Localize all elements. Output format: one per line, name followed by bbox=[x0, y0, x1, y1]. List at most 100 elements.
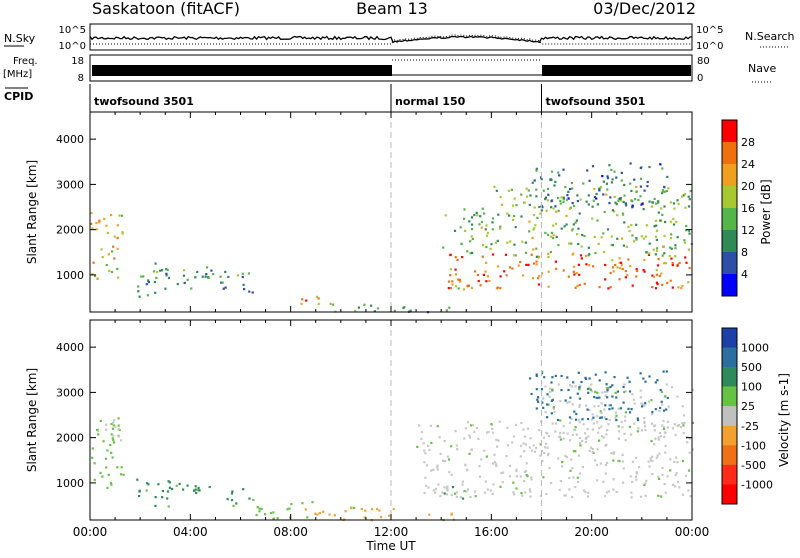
data-cell bbox=[632, 398, 635, 401]
data-cell bbox=[605, 193, 608, 196]
data-cell bbox=[643, 425, 647, 428]
data-cell bbox=[624, 202, 627, 205]
data-cell bbox=[657, 211, 660, 214]
data-cell bbox=[344, 510, 347, 513]
data-cell bbox=[663, 234, 666, 237]
data-cell bbox=[567, 388, 570, 392]
data-cell bbox=[606, 175, 609, 178]
power-ylabel: Slant Range [km] bbox=[25, 160, 39, 264]
data-cell bbox=[587, 491, 590, 494]
data-cell bbox=[535, 169, 538, 172]
data-cell bbox=[198, 489, 201, 492]
data-cell bbox=[116, 247, 119, 250]
data-cell bbox=[675, 456, 678, 459]
data-cell bbox=[560, 389, 563, 392]
data-cell bbox=[562, 200, 565, 203]
data-cell bbox=[666, 475, 669, 478]
data-cell bbox=[511, 267, 514, 270]
data-cell bbox=[615, 490, 618, 494]
data-cell bbox=[168, 481, 171, 484]
data-cell bbox=[595, 192, 598, 196]
data-cell bbox=[687, 281, 690, 284]
data-cell bbox=[571, 495, 574, 499]
colorbar-tick-label: 1000 bbox=[741, 342, 769, 355]
data-cell bbox=[478, 475, 482, 478]
x-tick-label: 08:00 bbox=[273, 525, 308, 539]
data-cell bbox=[627, 407, 630, 410]
data-cell bbox=[604, 278, 607, 281]
data-cell bbox=[117, 424, 120, 427]
data-cell bbox=[118, 214, 121, 217]
colorbar-swatch bbox=[722, 425, 737, 446]
data-cell bbox=[637, 427, 640, 430]
data-cell bbox=[624, 390, 627, 393]
data-cell bbox=[610, 452, 613, 455]
data-cell bbox=[445, 309, 448, 312]
data-cell bbox=[546, 393, 549, 396]
data-cell bbox=[688, 437, 691, 440]
data-cell bbox=[681, 195, 684, 198]
data-cell bbox=[609, 196, 612, 199]
y-tick-label: 3000 bbox=[56, 386, 84, 399]
data-cell bbox=[120, 473, 123, 476]
data-cell bbox=[566, 194, 569, 197]
data-cell bbox=[574, 426, 577, 429]
data-cell bbox=[663, 186, 666, 189]
data-cell bbox=[668, 254, 671, 258]
data-cell bbox=[613, 195, 616, 198]
data-cell bbox=[628, 411, 632, 414]
data-cell bbox=[521, 240, 524, 243]
data-cell bbox=[201, 275, 204, 278]
data-cell bbox=[669, 237, 673, 240]
data-cell bbox=[596, 203, 599, 206]
data-cell bbox=[495, 465, 498, 468]
nsky-panel: N.Sky 10^5 10^0 10^5 10^0 N.Search bbox=[4, 23, 795, 52]
data-cell bbox=[547, 435, 550, 438]
data-cell bbox=[648, 465, 651, 468]
data-cell bbox=[606, 228, 610, 231]
data-cell bbox=[91, 447, 94, 450]
data-cell bbox=[491, 427, 494, 430]
data-cell bbox=[570, 181, 573, 185]
x-tick-label: 12:00 bbox=[374, 525, 409, 539]
data-cell bbox=[473, 214, 476, 217]
data-cell bbox=[222, 287, 225, 290]
cpid-segment-label: normal 150 bbox=[395, 95, 466, 108]
data-cell bbox=[529, 490, 532, 493]
data-cell bbox=[636, 417, 639, 420]
data-cell bbox=[190, 287, 193, 290]
data-cell bbox=[577, 418, 580, 421]
data-cell bbox=[659, 435, 662, 438]
data-cell bbox=[606, 177, 610, 180]
data-cell bbox=[582, 423, 585, 426]
data-cell bbox=[562, 424, 565, 428]
data-cell bbox=[105, 423, 108, 426]
data-cell bbox=[640, 235, 643, 238]
data-cell bbox=[486, 231, 489, 234]
data-cell bbox=[675, 472, 678, 475]
data-cell bbox=[530, 253, 533, 256]
data-cell bbox=[602, 232, 605, 235]
data-cell bbox=[444, 460, 447, 463]
data-cell bbox=[674, 244, 677, 247]
data-cell bbox=[571, 187, 574, 190]
data-cell bbox=[651, 473, 654, 476]
data-cell bbox=[525, 462, 528, 465]
data-cell bbox=[614, 263, 617, 267]
data-cell bbox=[592, 422, 595, 425]
data-cell bbox=[513, 493, 516, 496]
data-cell bbox=[544, 196, 547, 199]
colorbar-swatch bbox=[722, 186, 737, 208]
data-cell bbox=[630, 408, 633, 411]
data-cell bbox=[563, 494, 566, 497]
data-cell bbox=[608, 408, 611, 411]
data-cell bbox=[655, 249, 658, 253]
data-cell bbox=[252, 498, 255, 501]
data-cell bbox=[478, 223, 481, 226]
data-cell bbox=[678, 261, 681, 264]
data-cell bbox=[604, 263, 607, 267]
data-cell bbox=[98, 219, 101, 222]
data-cell bbox=[113, 419, 116, 422]
data-cell bbox=[653, 225, 656, 228]
data-cell bbox=[317, 302, 320, 305]
